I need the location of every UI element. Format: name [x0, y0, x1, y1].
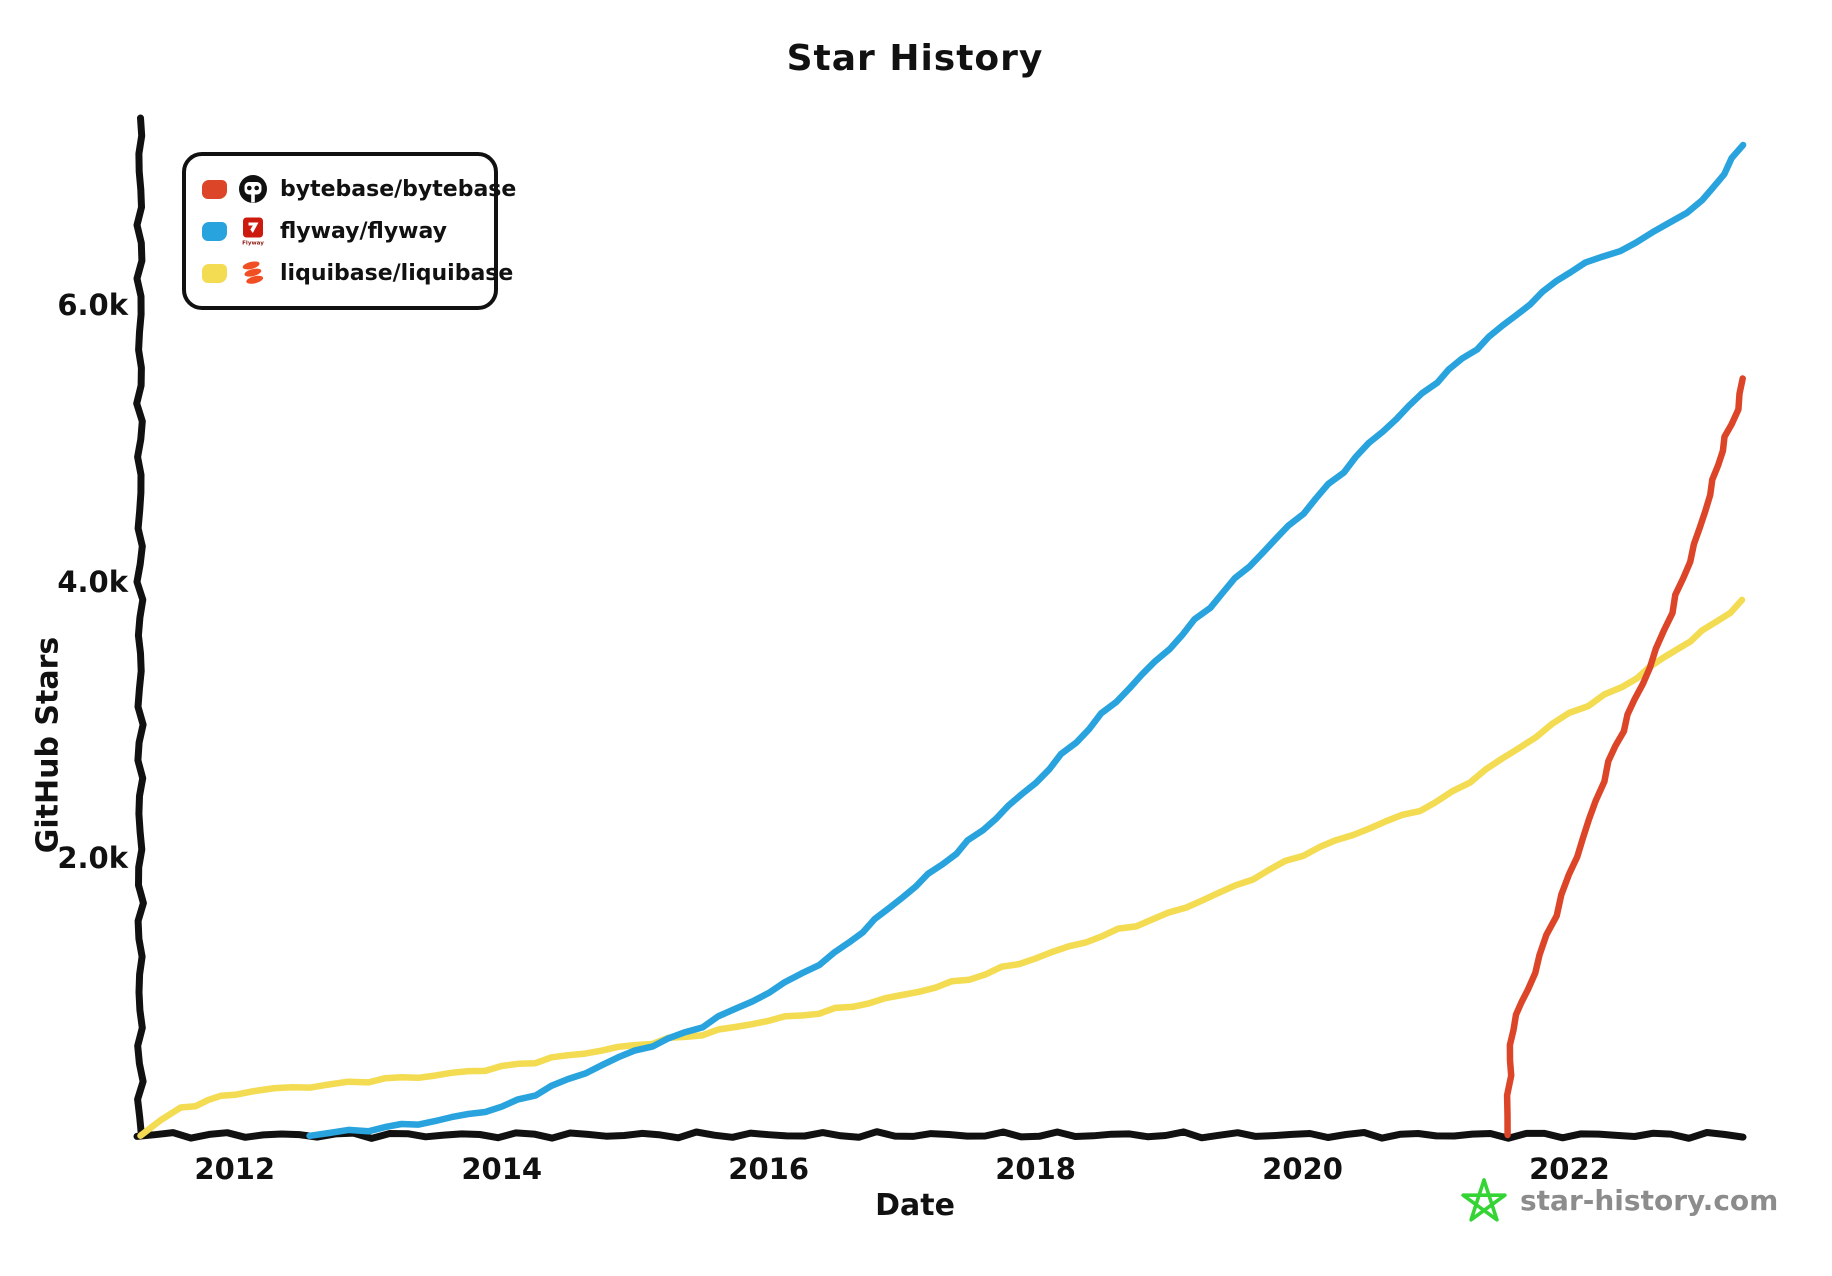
- x-tick-label-2018: 2018: [995, 1152, 1076, 1186]
- liquibase-color-swatch: [202, 263, 227, 283]
- series-line-bytebase[interactable]: [1503, 375, 1746, 1139]
- legend-label-flyway: flyway/flyway: [280, 218, 447, 244]
- y-axis-label: GitHub Stars: [30, 636, 66, 854]
- y-tick-label-4.0k: 4.0k: [57, 564, 128, 599]
- liquibase-logo-icon: [238, 258, 268, 288]
- x-tick-label-2016: 2016: [728, 1152, 809, 1186]
- star-icon: [1461, 1178, 1507, 1222]
- legend-item-bytebase[interactable]: bytebase/bytebase: [202, 168, 516, 210]
- watermark-link[interactable]: star-history.com: [1458, 1174, 1778, 1226]
- x-tick-label-2012: 2012: [194, 1152, 276, 1186]
- series-line-flyway[interactable]: [306, 141, 1747, 1140]
- legend: bytebase/bytebase Flyway flyway/flyway: [182, 152, 516, 310]
- x-tick-label-2020: 2020: [1262, 1152, 1343, 1186]
- svg-text:Flyway: Flyway: [242, 241, 264, 247]
- series-line-liquibase[interactable]: [137, 596, 1746, 1139]
- flyway-color-swatch: [202, 221, 227, 241]
- x-tick-label-2022: 2022: [1529, 1152, 1610, 1186]
- x-axis-label: Date: [875, 1188, 955, 1223]
- bytebase-logo-icon: [238, 174, 268, 204]
- bytebase-color-swatch: [202, 179, 227, 199]
- legend-label-liquibase: liquibase/liquibase: [280, 260, 514, 286]
- y-axis-line: [133, 114, 147, 1139]
- legend-label-bytebase: bytebase/bytebase: [280, 176, 517, 202]
- y-tick-label-6.0k: 6.0k: [57, 288, 128, 323]
- legend-item-liquibase[interactable]: liquibase/liquibase: [202, 252, 513, 294]
- y-tick-label-2.0k: 2.0k: [57, 841, 128, 876]
- chart-title: Star History: [786, 38, 1044, 79]
- x-axis-line: [133, 1128, 1747, 1142]
- flyway-logo-icon: Flyway: [238, 216, 268, 247]
- x-tick-label-2014: 2014: [461, 1152, 543, 1186]
- legend-item-flyway[interactable]: Flyway flyway/flyway: [202, 210, 484, 252]
- watermark-text: star-history.com: [1520, 1183, 1779, 1217]
